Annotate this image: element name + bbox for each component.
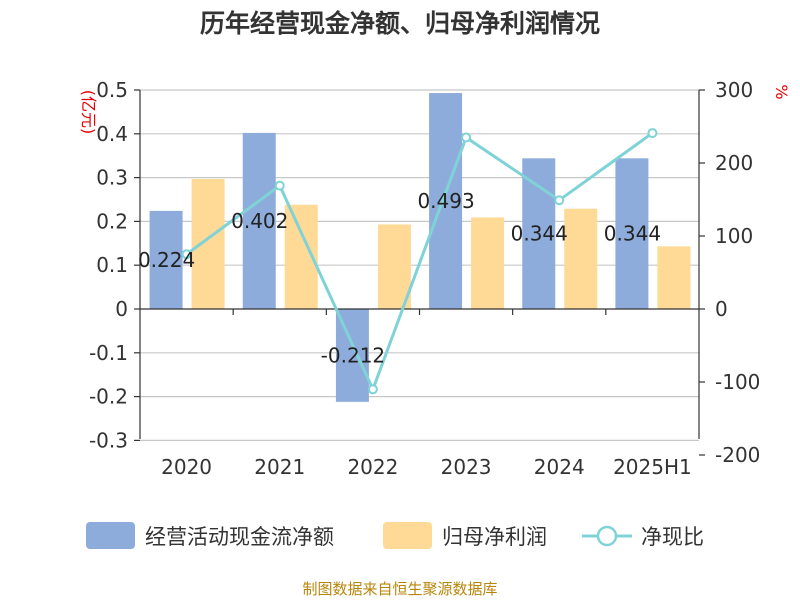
y-left-tick-label: -0.1 [89, 341, 128, 365]
bar-data-label: 0.344 [511, 222, 568, 246]
y-left-unit: (亿元) [79, 90, 98, 135]
bar-net-profit [471, 217, 505, 309]
ratio-point [274, 180, 285, 191]
x-tick-label: 2025H1 [613, 455, 692, 479]
y-left-tick-label: 0.2 [96, 209, 128, 233]
y-right-tick-label: 200 [715, 151, 753, 175]
x-tick-label: 2021 [254, 455, 305, 479]
bar-data-label: 0.224 [138, 248, 195, 272]
ratio-point [181, 249, 192, 260]
bar-cash-flow [615, 158, 649, 309]
bar-cash-flow [242, 132, 276, 309]
x-tick-label: 2020 [161, 455, 212, 479]
bar-data-label: -0.212 [321, 343, 385, 367]
y-left-tick-label: 0.4 [96, 122, 128, 146]
bar-net-profit [657, 246, 691, 309]
bar-net-profit [377, 224, 411, 309]
y-right-tick-label: 0 [715, 297, 728, 321]
y-right-tick-label: -100 [715, 370, 760, 394]
y-right-tick-label: 300 [715, 78, 753, 102]
y-left-tick-label: 0 [115, 297, 128, 321]
ratio-point [367, 384, 378, 395]
legend-label-net-profit: 归母净利润 [442, 525, 547, 549]
chart-title: 历年经营现金净额、归母净利润情况 [199, 9, 600, 38]
x-tick-label: 2024 [534, 455, 585, 479]
y-left-tick-label: -0.2 [89, 385, 128, 409]
y-left-tick-label: 0.5 [96, 78, 128, 102]
y-right-tick-label: -200 [715, 443, 760, 467]
legend-swatch-cash-flow [86, 522, 135, 549]
ratio-point [647, 128, 658, 139]
bar-cash-flow [335, 309, 369, 402]
x-tick-label: 2022 [347, 455, 398, 479]
ratio-point [554, 195, 565, 206]
bar-cash-flow [429, 93, 463, 309]
legend-swatch-ratio-marker [596, 525, 618, 547]
bar-data-label: 0.344 [604, 222, 661, 246]
bar-data-label: 0.402 [231, 209, 288, 233]
bar-net-profit [191, 178, 225, 309]
legend-swatch-net-profit [383, 522, 432, 549]
bar-cash-flow [522, 158, 556, 309]
bar-cash-flow [149, 210, 183, 309]
legend-label-cash-flow: 经营活动现金流净额 [145, 525, 334, 549]
ratio-line [185, 131, 654, 394]
ratio-point [461, 132, 472, 143]
bar-net-profit [564, 208, 598, 309]
y-left-tick-label: -0.3 [89, 428, 128, 452]
source-note: 制图数据来自恒生聚源数据库 [302, 580, 498, 598]
legend-label-ratio: 净现比 [641, 525, 704, 549]
y-left-tick-label: 0.1 [96, 253, 128, 277]
bar-data-label: 0.493 [417, 189, 474, 213]
x-tick-label: 2023 [441, 455, 492, 479]
y-right-tick-label: 100 [715, 224, 753, 248]
y-right-unit: % [772, 84, 791, 99]
y-left-tick-label: 0.3 [96, 166, 128, 190]
